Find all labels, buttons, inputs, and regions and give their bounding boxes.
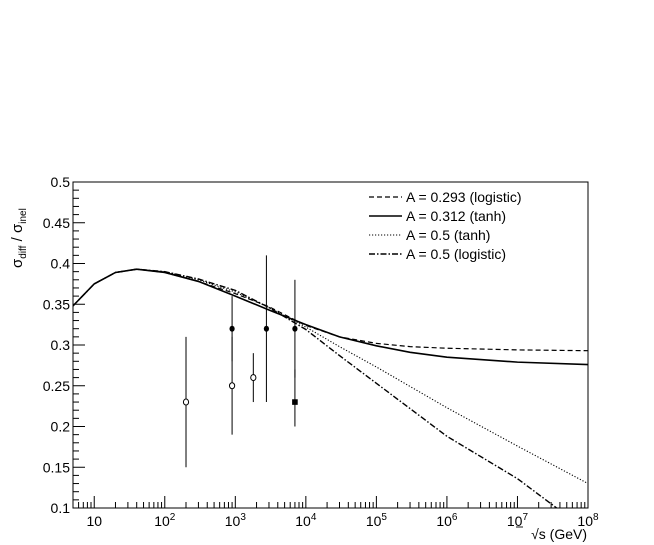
legend-label: A = 0.5 (logistic) [406, 246, 506, 262]
y-axis: 0.1 0.15 0.2 0.25 0.3 0.35 0.4 0.45 0.5 [43, 174, 85, 516]
y-tick-label-2: 0.15 [43, 459, 70, 475]
y-tick-label-7: 0.4 [51, 256, 71, 272]
data-point-1 [182, 336, 190, 468]
y-tick-label-6: 0.35 [43, 296, 70, 312]
x-tick-label-8: 108 [577, 512, 599, 529]
x-tick-label-2: 102 [154, 512, 176, 529]
series-line-3 [73, 268, 588, 485]
legend-item-3: A = 0.5 (tanh) [369, 227, 490, 243]
x-tick-label-4: 104 [295, 512, 317, 529]
data-point-7 [292, 369, 298, 427]
legend-label: A = 0.312 (tanh) [406, 208, 506, 224]
marker-filled-circle [292, 325, 298, 332]
y-tick-label-3: 0.2 [51, 419, 71, 435]
data-point-6 [292, 279, 298, 378]
series-line-1 [73, 268, 588, 352]
marker-filled-square [292, 399, 298, 405]
y-axis-label-sub-diff: diff [18, 245, 29, 258]
marker-open-circle [250, 374, 257, 382]
marker-open-circle [182, 398, 190, 406]
y-tick-label-9: 0.5 [51, 174, 71, 190]
plot-frame [72, 181, 589, 509]
series-line-2 [73, 268, 588, 366]
curves-layer [73, 268, 588, 508]
data-point-3 [228, 336, 236, 435]
data-points-layer [182, 255, 298, 468]
y-axis-label-sigma-2: σ [9, 223, 26, 233]
y-axis-label: σdiff / σinel [9, 208, 29, 268]
legend-item-1: A = 0.293 (logistic) [369, 189, 522, 205]
x-tick-label-3: 103 [225, 512, 247, 529]
series-line-4 [73, 268, 558, 508]
legend-label: A = 0.293 (logistic) [406, 189, 522, 205]
legend-label: A = 0.5 (tanh) [406, 227, 490, 243]
marker-filled-circle [229, 325, 235, 332]
legend-item-2: A = 0.312 (tanh) [369, 208, 506, 224]
x-tick-label-1: 10 [86, 513, 102, 529]
data-point-4 [250, 353, 257, 403]
y-axis-label-sigma: σ [9, 258, 26, 268]
x-tick-label-7: 107 [507, 512, 529, 529]
x-axis-label-root: √ [531, 526, 539, 542]
legend: A = 0.293 (logistic) A = 0.312 (tanh) A = … [369, 189, 522, 262]
data-point-5 [263, 255, 270, 403]
x-tick-label-5: 105 [366, 512, 388, 529]
marker-open-circle [228, 382, 236, 390]
y-tick-label-1: 0.1 [51, 500, 71, 516]
y-axis-label-sub-inel: inel [18, 208, 29, 224]
x-tick-label-6: 106 [436, 512, 458, 529]
y-tick-label-4: 0.25 [43, 378, 70, 394]
legend-item-4: A = 0.5 (logistic) [369, 246, 506, 262]
y-axis-label-slash: / [9, 233, 26, 246]
y-tick-label-8: 0.45 [43, 215, 70, 231]
x-axis: 10 102 103 104 105 106 107 108 [72, 496, 599, 529]
x-axis-label-text: s (GeV) [539, 526, 587, 542]
x-axis-label: √s (GeV) [531, 526, 587, 542]
marker-filled-circle [263, 325, 270, 332]
y-tick-label-5: 0.3 [51, 337, 71, 353]
